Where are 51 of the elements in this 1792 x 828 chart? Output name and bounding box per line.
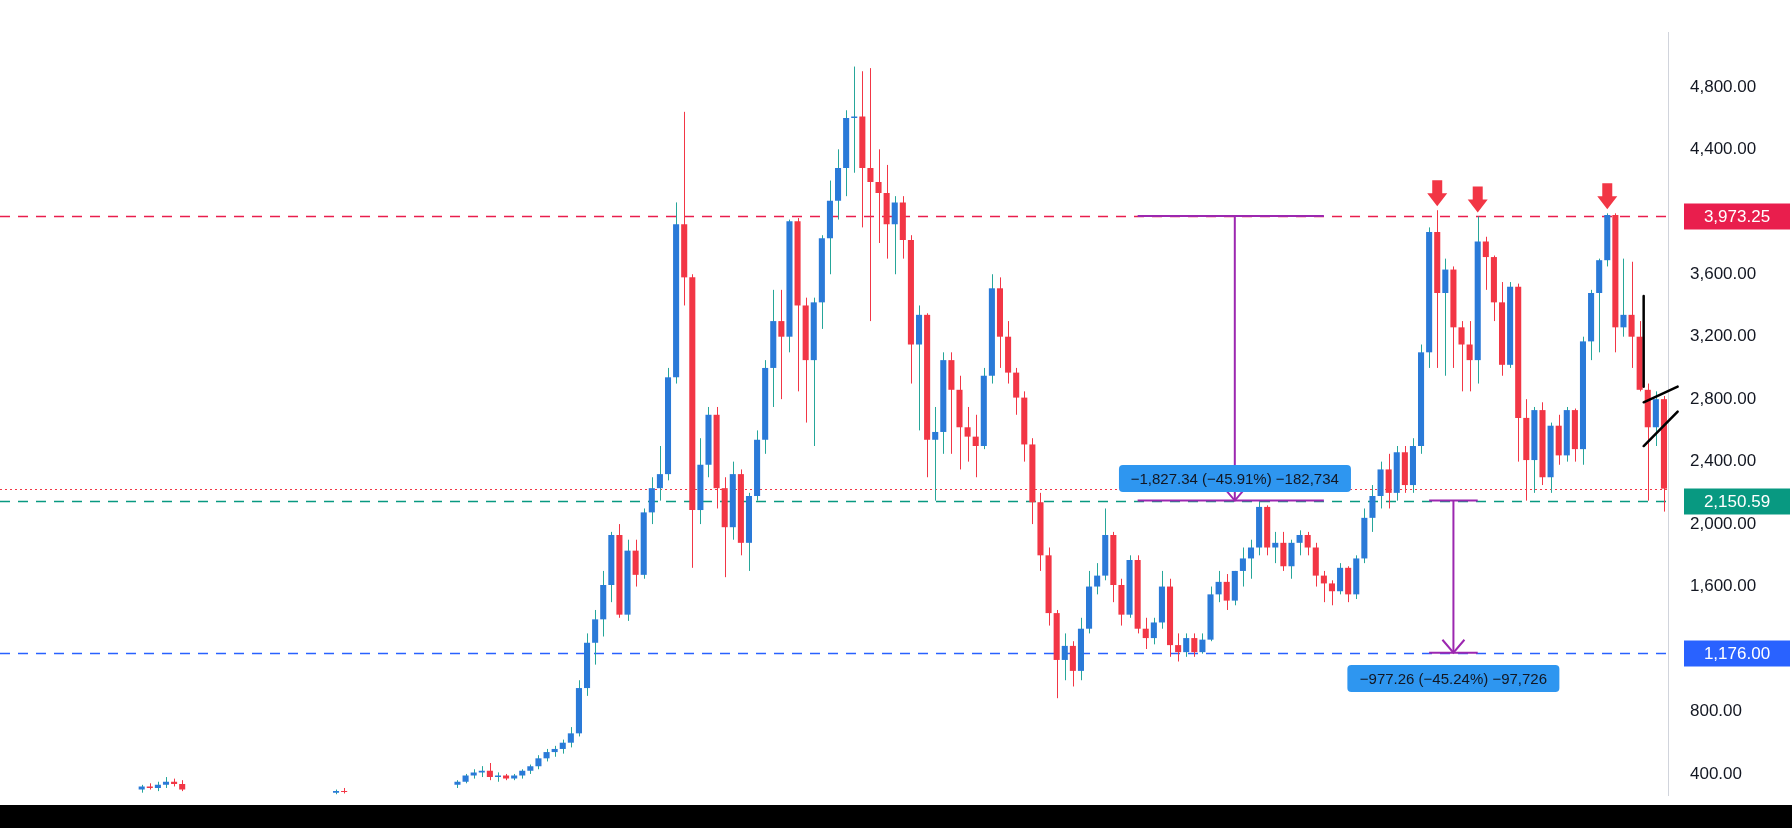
y-tick-label: 3,200.00 [1690,326,1757,346]
ref-line-label: 2,150.59 [1703,492,1771,512]
candlestick [1191,632,1198,658]
candlestick [1458,320,1465,392]
candlestick [972,414,979,478]
y-tick-label: 1,600.00 [1690,576,1757,596]
candlestick [1247,539,1255,580]
candlestick [964,406,971,463]
candlestick [1337,562,1344,595]
y-tick-label: 2,800.00 [1690,388,1757,408]
candlestick [567,726,574,748]
candlestick [1150,617,1157,645]
candlestick [1183,632,1190,658]
y-tick-label: 400.00 [1690,763,1742,783]
y-tick-label: 4,400.00 [1690,139,1757,158]
ref-line-label: 1,176.00 [1703,644,1771,664]
candlestick [1369,484,1376,533]
candlestick [1223,573,1230,611]
candlestick [1628,261,1635,369]
candlestick [1199,632,1206,655]
ref-line-label: 3,973.25 [1703,207,1771,227]
candlestick [1280,531,1287,572]
y-tick-label: 2,400.00 [1690,451,1757,471]
candlestick [867,67,874,322]
candlestick [932,406,939,502]
candlestick [778,289,785,400]
candlestick [1466,320,1473,392]
candlestick [1272,531,1279,564]
y-tick-label: 3,600.00 [1690,263,1757,283]
candlestick [875,148,882,244]
y-tick-label: 800.00 [1690,701,1742,721]
candlestick [1094,562,1101,595]
candlestick [1142,617,1149,650]
candlestick [592,609,599,666]
candlestick [1239,547,1246,588]
candlestick [1304,531,1311,556]
candlestick [1620,258,1627,338]
candlestick [1442,258,1449,377]
candlestick [1175,632,1182,663]
y-tick-label: 4,800.00 [1690,76,1757,96]
candlestick [1328,579,1336,606]
candlestick [1061,632,1068,681]
y-tick-label: 2,000.00 [1690,513,1757,533]
annotation: −977.26 (−45.24%) −97,726 [1347,664,1560,692]
annotation: −1,827.34 (−45.91%) −182,734 [1118,464,1351,492]
candlestick [1215,570,1222,603]
candlestick [891,195,898,275]
candlestick [1296,529,1303,556]
candlestick [1288,539,1295,580]
candlestick [1482,236,1489,291]
candlestick [656,445,663,502]
